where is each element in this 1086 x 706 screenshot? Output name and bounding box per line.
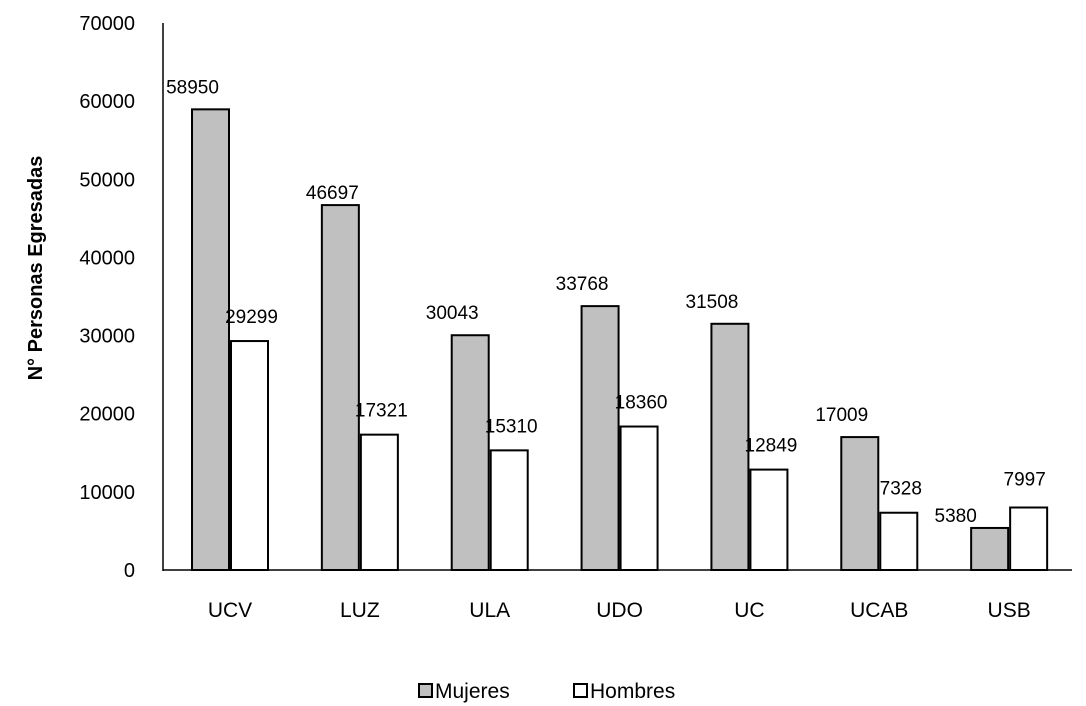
data-label: 33768: [556, 274, 609, 295]
bar-mujeres-ula: [450, 334, 490, 571]
axes: [162, 23, 1072, 571]
legend-swatch-mujeres: [418, 683, 433, 698]
data-label: 15310: [485, 416, 538, 437]
bar-hombres-luz: [359, 433, 399, 571]
x-tick-label: USB: [988, 599, 1031, 622]
data-label: 5380: [935, 506, 977, 527]
y-axis-ticks: 0 10000 20000 30000 40000 50000 60000 70000: [79, 13, 135, 582]
data-label: 7328: [880, 479, 922, 500]
y-tick-label: 10000: [79, 482, 135, 504]
data-label: 29299: [225, 307, 278, 328]
y-tick-label: 30000: [79, 326, 135, 348]
bars: [191, 108, 1049, 572]
data-label: 46697: [306, 183, 359, 204]
bar-hombres-usb: [1009, 506, 1049, 571]
y-tick-label: 60000: [79, 91, 135, 113]
legend-label-mujeres: Mujeres: [435, 680, 510, 703]
bar-mujeres-ucab: [840, 436, 880, 572]
x-tick-label: LUZ: [340, 599, 380, 622]
bar-mujeres-usb: [970, 526, 1010, 572]
bar-mujeres-udo: [580, 305, 620, 571]
y-tick-label: 40000: [79, 247, 135, 269]
y-tick-label: 70000: [79, 13, 135, 35]
bar-hombres-uc: [749, 468, 789, 571]
bar-mujeres-ucv: [191, 108, 230, 571]
data-label: 18360: [615, 393, 668, 414]
y-tick-label: 20000: [79, 404, 135, 426]
data-label: 17009: [815, 405, 868, 426]
x-tick-label: ULA: [469, 599, 510, 622]
bar-hombres-ucab: [879, 511, 919, 572]
data-label: 7997: [1004, 470, 1046, 491]
data-label: 12849: [745, 436, 798, 457]
bar-hombres-ucv: [230, 340, 269, 572]
legend-label-hombres: Hombres: [590, 680, 675, 703]
legend-swatch-hombres: [573, 683, 588, 698]
data-labels: 58950 29299 46697 17321 30043 15310 33768 18360…: [166, 77, 1046, 527]
x-tick-label: UC: [734, 599, 764, 622]
x-tick-label: UCAB: [850, 599, 908, 622]
category-labels: UCV LUZ ULA UDO UC UCAB USB: [208, 599, 1031, 622]
data-label: 31508: [686, 292, 739, 313]
y-axis-label: N° Personas Egresadas: [25, 156, 47, 381]
bar-hombres-ula: [489, 449, 529, 571]
y-tick-label: 50000: [79, 169, 135, 191]
bar-mujeres-luz: [320, 204, 360, 571]
bar-mujeres-uc: [710, 322, 750, 571]
y-tick-label: 0: [124, 560, 135, 582]
bar-hombres-udo: [619, 425, 659, 572]
data-label: 30043: [426, 303, 479, 324]
x-tick-label: UDO: [596, 599, 643, 622]
data-label: 58950: [166, 77, 219, 98]
legend: Mujeres Hombres: [418, 680, 675, 703]
data-label: 17321: [355, 401, 408, 422]
x-tick-label: UCV: [208, 599, 252, 622]
